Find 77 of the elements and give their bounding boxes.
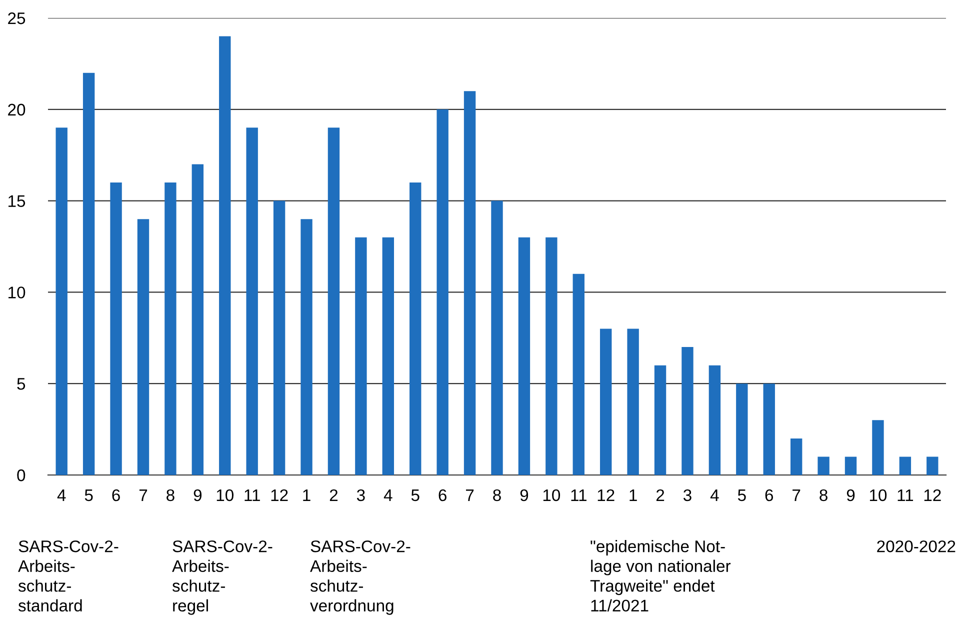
x-tick-label: 1 — [630, 490, 637, 501]
x-tick-label: 10 — [870, 489, 887, 502]
bar — [137, 219, 150, 475]
bar — [382, 237, 394, 475]
bar — [926, 456, 938, 475]
bar — [899, 456, 912, 475]
text: SARS-Cov-2- Arbeits- schutz- regel — [172, 540, 272, 615]
x-tick-label: 6 — [765, 489, 774, 502]
bar — [872, 420, 884, 475]
x-tick-label: 9 — [846, 489, 855, 502]
y-tick-label: 10 — [8, 286, 26, 298]
x-tick-label: 2 — [330, 489, 338, 501]
x-tick-label: 11 — [244, 490, 260, 501]
bar — [546, 237, 558, 475]
bar — [300, 219, 312, 475]
bar — [790, 438, 802, 475]
x-tick-label: 12 — [271, 489, 288, 501]
bar — [763, 384, 775, 475]
bar — [110, 182, 122, 475]
bar — [82, 72, 95, 475]
x-tick-label: 2 — [656, 489, 664, 501]
x-tick-label: 3 — [683, 489, 692, 502]
bar — [355, 237, 367, 475]
x-tick-label: 6 — [438, 489, 446, 502]
bar — [708, 365, 721, 475]
x-tick-label: 11 — [571, 490, 586, 501]
x-tick-label: 5 — [411, 490, 420, 502]
x-tick-label: 12 — [598, 489, 614, 501]
bar — [627, 328, 639, 475]
x-tick-label: 8 — [166, 489, 174, 502]
bar — [600, 328, 612, 475]
text: SARS-Cov-2- Arbeits- schutz- standard — [18, 540, 118, 612]
x-tick-label: 5 — [84, 490, 93, 502]
bar — [818, 456, 830, 475]
y-tick-label: 0 — [17, 469, 26, 482]
x-tick-label: 4 — [384, 490, 392, 501]
bar — [273, 200, 286, 475]
bar — [56, 128, 68, 475]
bar — [436, 109, 448, 475]
x-tick-label: 8 — [820, 489, 828, 502]
x-tick-label: 10 — [543, 489, 560, 502]
y-tick-label: 5 — [17, 378, 26, 390]
bar — [192, 164, 204, 475]
x-tick-label: 4 — [57, 490, 66, 501]
bar — [572, 274, 584, 475]
x-tick-label: 11 — [898, 490, 914, 501]
x-tick-label: 9 — [520, 489, 528, 502]
x-tick-label: 7 — [139, 490, 148, 501]
x-tick-label: 3 — [356, 489, 365, 502]
y-tick-label: 20 — [8, 104, 26, 116]
bar — [682, 347, 694, 475]
x-tick-label: 7 — [466, 490, 474, 501]
bar — [491, 200, 503, 475]
x-tick-label: 5 — [738, 490, 746, 502]
y-tick-label: 15 — [8, 195, 26, 208]
bar — [328, 128, 340, 475]
bar — [654, 365, 666, 475]
x-tick-label: 10 — [216, 489, 234, 502]
x-tick-label: 6 — [112, 489, 120, 502]
text: "epidemische Not- lage von nationaler Tragweite" endet 11/2021 — [590, 540, 731, 612]
bar — [164, 182, 176, 475]
bar — [736, 384, 748, 475]
text: 2020-2022 — [877, 540, 956, 552]
text: SARS-Cov-2- Arbeits- schutz- verordnung — [310, 540, 410, 615]
x-tick-label: 1 — [303, 490, 310, 501]
bar — [518, 237, 530, 475]
bar — [219, 36, 231, 475]
bar — [410, 182, 422, 475]
x-tick-label: 12 — [924, 489, 941, 501]
x-tick-label: 9 — [194, 489, 202, 502]
bar — [246, 128, 258, 475]
y-tick-label: 25 — [8, 12, 26, 24]
bar — [464, 91, 476, 475]
x-tick-label: 8 — [493, 489, 501, 502]
x-tick-label: 7 — [792, 490, 800, 501]
x-tick-label: 4 — [710, 490, 719, 501]
bar — [844, 456, 857, 475]
